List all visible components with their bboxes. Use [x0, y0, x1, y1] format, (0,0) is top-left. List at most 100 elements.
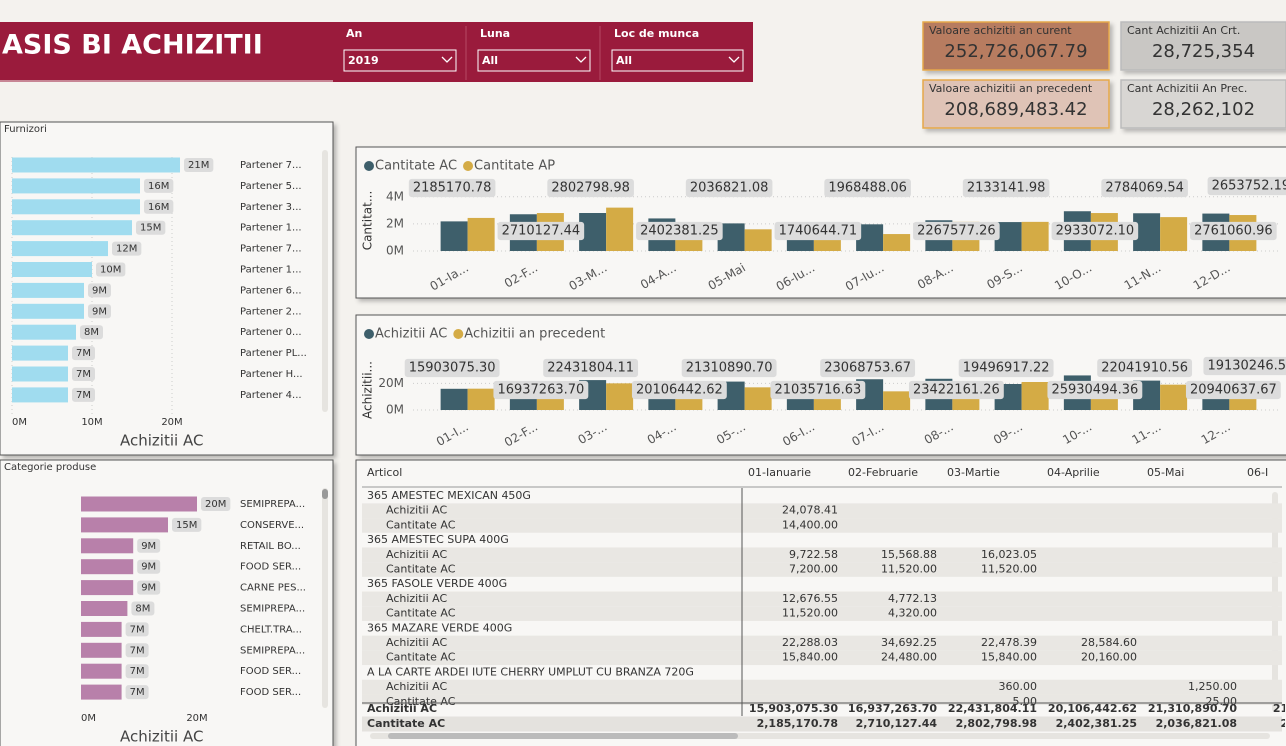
value-label-group: 16M [144, 178, 174, 193]
cell: 1,250.00 [1188, 680, 1237, 693]
bar[interactable] [883, 234, 911, 251]
value-label: 10M [100, 265, 121, 276]
filter-label: Luna [480, 27, 510, 40]
column-header: 06-I [1247, 466, 1268, 479]
row-label: Achizitii AC [386, 504, 447, 517]
bar[interactable] [883, 391, 911, 410]
value-label-box [144, 178, 174, 193]
dropdown[interactable] [477, 49, 591, 72]
value-label-group: 10M [96, 262, 126, 277]
bar[interactable] [12, 345, 68, 361]
kpi-label: Cant Achizitii An Prec. [1127, 82, 1247, 95]
bar[interactable] [12, 282, 84, 298]
scroll-thumb[interactable] [322, 489, 328, 499]
bar[interactable] [606, 207, 634, 251]
legend-label: Cantitate AC [375, 159, 457, 174]
bar[interactable] [81, 663, 122, 679]
bar[interactable] [440, 221, 468, 251]
category-label: Partener 5... [240, 181, 302, 192]
row-band [362, 503, 1282, 519]
value-label-group: 2933072.10 [1051, 221, 1139, 241]
header-band [0, 22, 333, 80]
scrollbar[interactable] [322, 150, 328, 412]
value-label: 2761060.96 [1194, 224, 1273, 239]
value-label-box [408, 178, 496, 198]
bar[interactable] [12, 262, 92, 277]
value-label-group: 23422161.26 [908, 380, 1004, 400]
bar[interactable] [81, 559, 134, 575]
cell: 20,160.00 [1081, 651, 1137, 664]
bar[interactable] [1160, 217, 1188, 251]
value-label-group: 21035716.63 [770, 380, 866, 400]
row-label: Cantitate AC [367, 717, 445, 730]
bar[interactable] [81, 580, 134, 596]
category-label: CHELT.TRA... [240, 624, 302, 635]
dropdown[interactable] [611, 49, 744, 72]
bar[interactable] [81, 621, 122, 637]
group-label: 365 AMESTEC MEXICAN 450G [367, 489, 531, 502]
scroll-thumb[interactable] [388, 733, 738, 739]
bar[interactable] [12, 387, 68, 403]
value-label-box [131, 601, 155, 616]
category-label: FOOD SER... [240, 666, 301, 677]
bar[interactable] [440, 388, 468, 410]
value-label-box [1101, 178, 1188, 198]
value-label: 8M [84, 327, 99, 338]
bar[interactable] [12, 241, 108, 257]
bar[interactable] [1021, 382, 1049, 410]
value-label-box [547, 178, 634, 198]
cell: 360.00 [999, 680, 1038, 693]
bar[interactable] [12, 366, 68, 382]
legend-label: Achizitii an precedent [464, 327, 605, 342]
value-label: 20106442.62 [636, 383, 723, 398]
value-label-box [631, 380, 727, 400]
bar[interactable] [12, 220, 132, 236]
dropdown-arrow[interactable] [441, 56, 453, 63]
value-label-box [125, 664, 149, 679]
bar[interactable] [606, 383, 634, 410]
bar[interactable] [81, 517, 168, 533]
dropdown[interactable] [343, 49, 457, 72]
bar[interactable] [12, 199, 140, 215]
category-label: Partener 2... [240, 306, 302, 317]
value-label: 2402381.25 [640, 224, 719, 239]
bar[interactable] [744, 387, 772, 410]
row-label: Cantitate AC [386, 607, 456, 620]
value-label-box [137, 559, 161, 574]
value-label-group: 9M [88, 283, 111, 298]
value-label-group: 22041910.56 [1097, 358, 1193, 378]
value-label-box [88, 304, 111, 319]
bar[interactable] [12, 178, 140, 194]
value-label: 21M [188, 160, 209, 171]
scrollbar[interactable] [322, 488, 328, 708]
bar[interactable] [81, 538, 134, 554]
value-label-group: 2133141.98 [962, 178, 1050, 198]
group-label: A LA CARTE ARDEI IUTE CHERRY UMPLUT CU B… [367, 665, 694, 678]
bar[interactable] [467, 217, 495, 251]
value-label-box [681, 358, 777, 378]
cell: 11,520.00 [981, 563, 1037, 576]
bar[interactable] [12, 303, 84, 319]
value-label-box [958, 358, 1054, 378]
value-label-group: 7M [125, 685, 149, 700]
row-band [362, 547, 1282, 563]
column-header: 02-Februarie [848, 466, 918, 479]
value-label-group: 2185170.78 [408, 178, 496, 198]
cell: 22,431,804.11 [948, 702, 1037, 715]
bar[interactable] [12, 157, 180, 173]
bar[interactable] [467, 388, 495, 410]
value-label: 2710127.44 [502, 224, 581, 239]
bar[interactable] [1021, 221, 1049, 251]
bar[interactable] [744, 229, 772, 251]
bar[interactable] [81, 642, 122, 658]
row-label: Cantitate AC [386, 695, 456, 708]
value-label: 7M [130, 645, 145, 656]
dropdown-arrow[interactable] [728, 56, 740, 63]
bar[interactable] [81, 601, 128, 616]
bar[interactable] [12, 324, 76, 340]
bar[interactable] [81, 496, 197, 512]
value-label-group: 2653752.19 [1207, 176, 1286, 196]
bar[interactable] [1160, 384, 1188, 410]
dropdown-arrow[interactable] [575, 56, 587, 63]
bar[interactable] [81, 684, 122, 700]
